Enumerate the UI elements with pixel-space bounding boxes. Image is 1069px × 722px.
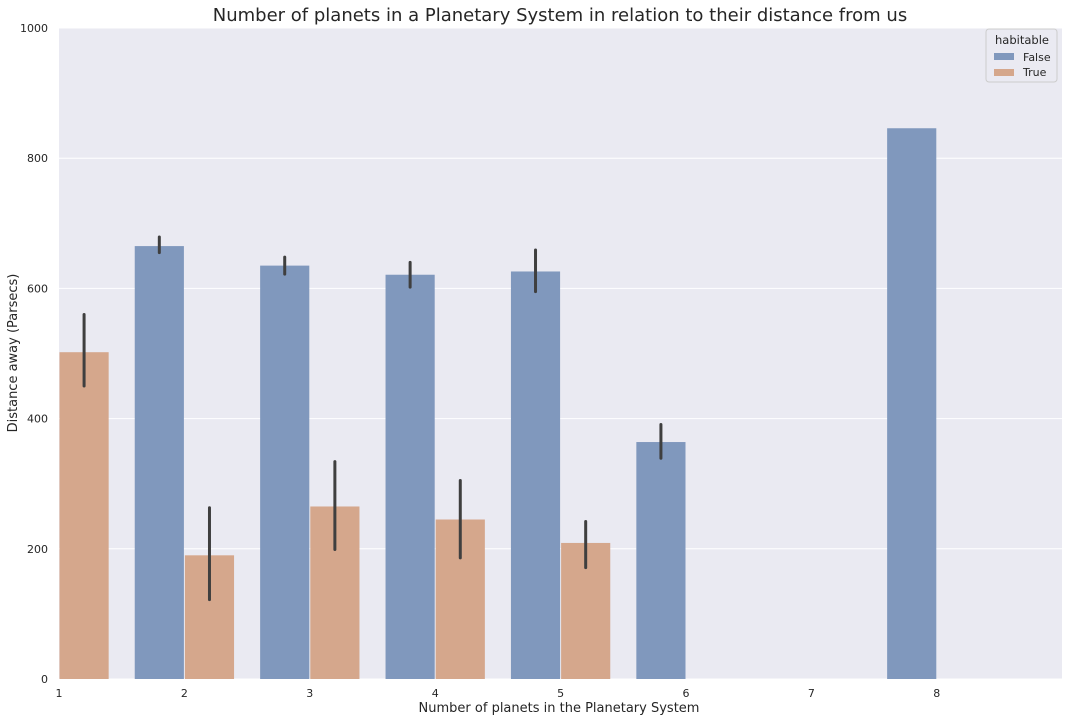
- bar-true-1: [59, 352, 109, 679]
- legend-box: [985, 28, 1058, 83]
- legend-swatch-true: [994, 69, 1014, 76]
- x-tick-label-5: 5: [557, 687, 564, 700]
- y-tick-label-0: 0: [41, 673, 48, 686]
- y-tick-label-800: 800: [27, 152, 48, 165]
- bar-false-5: [510, 271, 561, 679]
- bar-false-2: [134, 246, 184, 679]
- y-tick-label-1000: 1000: [20, 22, 48, 35]
- x-tick-label-2: 2: [181, 687, 188, 700]
- bar-false-3: [260, 265, 310, 679]
- y-tick-label-200: 200: [27, 543, 48, 556]
- x-tick-label-7: 7: [808, 687, 815, 700]
- legend-label-true: True: [1022, 66, 1047, 79]
- chart-title: Number of planets in a Planetary System …: [213, 5, 907, 26]
- x-tick-label-4: 4: [432, 687, 439, 700]
- legend-title: habitable: [995, 33, 1049, 47]
- x-tick-label-6: 6: [683, 687, 690, 700]
- x-tick-label-3: 3: [306, 687, 313, 700]
- y-tick-label-600: 600: [27, 282, 48, 295]
- legend-label-false: False: [1023, 51, 1051, 64]
- y-tick-label-400: 400: [27, 413, 48, 426]
- y-tick-labels: 0 200 400 600 800 1000: [20, 22, 48, 686]
- bar-false-6: [636, 442, 686, 679]
- y-axis-title: Distance away (Parsecs): [6, 274, 21, 433]
- error-bars: [82, 235, 663, 602]
- bar-false-8: [887, 128, 937, 679]
- legend-swatch-false: [994, 53, 1014, 60]
- x-tick-labels: 1 2 3 4 5 6 7 8: [56, 687, 941, 700]
- legend: habitable False True: [985, 28, 1058, 83]
- x-axis-title: Number of planets in the Planetary Syste…: [419, 701, 700, 716]
- bars: [59, 128, 937, 679]
- bar-false-4: [385, 274, 435, 679]
- x-tick-label-8: 8: [933, 687, 940, 700]
- x-tick-label-1: 1: [56, 687, 63, 700]
